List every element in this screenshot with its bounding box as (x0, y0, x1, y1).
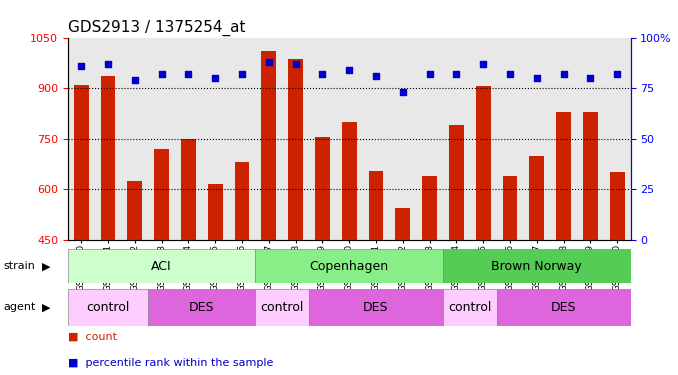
Text: ■  percentile rank within the sample: ■ percentile rank within the sample (68, 357, 273, 368)
Point (612, 71, 622, 77)
Text: ■  count: ■ count (68, 331, 117, 341)
Point (290, 61, 301, 67)
Bar (127, 181, 142, 375)
Bar (610, 172, 624, 375)
Bar (74, 85, 89, 375)
Bar (68, 249, 256, 283)
Text: control: control (448, 301, 492, 314)
Point (102, 61, 113, 67)
Bar (530, 156, 544, 375)
Bar (68, 289, 148, 326)
Text: ACI: ACI (151, 260, 172, 273)
Point (210, 75, 220, 81)
Bar (262, 51, 276, 375)
Bar (208, 184, 222, 375)
Point (129, 77, 140, 83)
Text: GDS2913 / 1375254_at: GDS2913 / 1375254_at (68, 20, 245, 36)
Bar (496, 289, 631, 326)
Text: DES: DES (363, 301, 388, 314)
Bar (315, 137, 330, 375)
Bar (556, 112, 571, 375)
Bar (309, 289, 443, 326)
Bar (100, 76, 115, 375)
Point (344, 67, 355, 73)
Bar (422, 176, 437, 375)
Text: ▶: ▶ (42, 303, 51, 312)
Point (558, 71, 569, 77)
Bar (476, 87, 490, 375)
Point (263, 59, 274, 65)
Point (237, 71, 247, 77)
Point (478, 61, 489, 67)
Point (504, 71, 515, 77)
Bar (181, 139, 196, 375)
Point (397, 89, 408, 95)
Point (371, 73, 382, 79)
Text: ▶: ▶ (42, 261, 51, 271)
Text: control: control (86, 301, 129, 314)
Bar (443, 249, 631, 283)
Bar (148, 289, 256, 326)
Bar (583, 112, 598, 375)
Text: DES: DES (189, 301, 214, 314)
Text: strain: strain (3, 261, 35, 271)
Point (451, 71, 462, 77)
Text: DES: DES (551, 301, 576, 314)
Point (183, 71, 194, 77)
Text: agent: agent (3, 303, 36, 312)
Point (532, 75, 542, 81)
Text: Brown Norway: Brown Norway (492, 260, 582, 273)
Bar (235, 162, 250, 375)
Bar (449, 125, 464, 375)
Bar (154, 149, 169, 375)
Point (424, 71, 435, 77)
Bar (443, 289, 496, 326)
Bar (342, 122, 357, 375)
Bar (502, 176, 517, 375)
Bar (256, 289, 309, 326)
Bar (288, 59, 303, 375)
Text: Copenhagen: Copenhagen (310, 260, 388, 273)
Bar (369, 171, 383, 375)
Point (76, 63, 87, 69)
Bar (256, 249, 443, 283)
Bar (395, 208, 410, 375)
Point (317, 71, 327, 77)
Point (585, 75, 596, 81)
Text: control: control (260, 301, 304, 314)
Point (156, 71, 167, 77)
